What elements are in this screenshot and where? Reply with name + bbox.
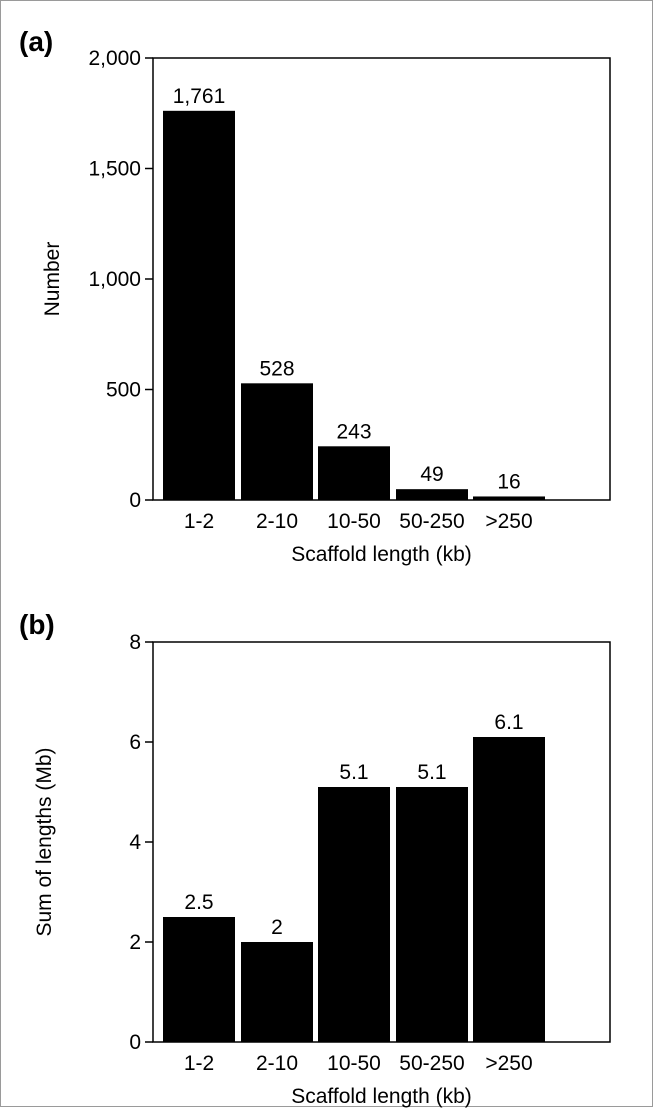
y-tick-label: 2,000: [88, 47, 141, 70]
x-tick-label: 2-10: [256, 1052, 298, 1075]
y-tick-label: 0: [129, 1031, 141, 1054]
bar-1-2: [163, 110, 235, 500]
data-label: 528: [259, 357, 294, 380]
data-label: 5.1: [417, 761, 446, 784]
bar-50-250: [396, 489, 468, 500]
x-tick-label: 50-250: [399, 510, 464, 533]
x-tick-label: 10-50: [327, 1052, 381, 1075]
x-tick-label: 1-2: [184, 510, 214, 533]
y-axis-label: Number: [41, 242, 64, 317]
y-tick-label: 0: [129, 489, 141, 512]
data-label: 243: [336, 420, 371, 443]
y-tick-label: 500: [106, 379, 141, 402]
bar-10-50: [318, 787, 390, 1042]
data-label: 5.1: [339, 761, 368, 784]
y-tick-label: 1,000: [88, 268, 141, 291]
bar-1-2: [163, 917, 235, 1042]
bar->250: [473, 496, 545, 500]
data-label: 16: [497, 470, 520, 493]
y-tick-label: 2: [129, 931, 141, 954]
x-tick-label: 2-10: [256, 510, 298, 533]
chart-panel-b: (b) 0 2 4 6 8 Sum of lengths (Mb) 2.5 1-2 2 2-10 5.…: [19, 609, 611, 1108]
x-tick-label: >250: [485, 510, 532, 533]
x-tick-label: 1-2: [184, 1052, 214, 1075]
bar-10-50: [318, 446, 390, 500]
data-label: 2.5: [184, 891, 213, 914]
y-tick-label: 1,500: [88, 158, 141, 181]
panel-label: (b): [19, 609, 55, 640]
data-label: 2: [271, 916, 283, 939]
bar-50-250: [396, 787, 468, 1042]
y-tick-label: 8: [129, 631, 141, 654]
x-tick-label: 50-250: [399, 1052, 464, 1075]
x-tick-label: >250: [485, 1052, 532, 1075]
bar-2-10: [241, 942, 313, 1042]
panel-label: (a): [19, 26, 53, 57]
data-label: 6.1: [494, 711, 523, 734]
x-axis-label: Scaffold length (kb): [291, 543, 472, 566]
x-tick-label: 10-50: [327, 510, 381, 533]
chart-panel-a: (a) 0 500 1,000 1,500 2,000 Number 1,761 1-2 528 2…: [19, 26, 611, 566]
data-label: 49: [420, 463, 443, 486]
y-tick-label: 4: [129, 831, 141, 854]
x-axis-label: Scaffold length (kb): [291, 1085, 472, 1108]
bar->250: [473, 737, 545, 1042]
data-label: 1,761: [173, 85, 226, 108]
y-tick-label: 6: [129, 731, 141, 754]
y-axis-label: Sum of lengths (Mb): [33, 747, 56, 936]
bar-2-10: [241, 383, 313, 500]
